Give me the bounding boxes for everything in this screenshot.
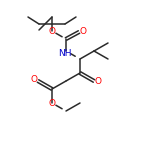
Text: O: O [48, 99, 56, 108]
Text: O: O [80, 27, 87, 36]
Text: O: O [94, 76, 102, 85]
Text: NH: NH [58, 50, 72, 58]
Text: O: O [30, 75, 38, 84]
Text: O: O [48, 27, 56, 36]
